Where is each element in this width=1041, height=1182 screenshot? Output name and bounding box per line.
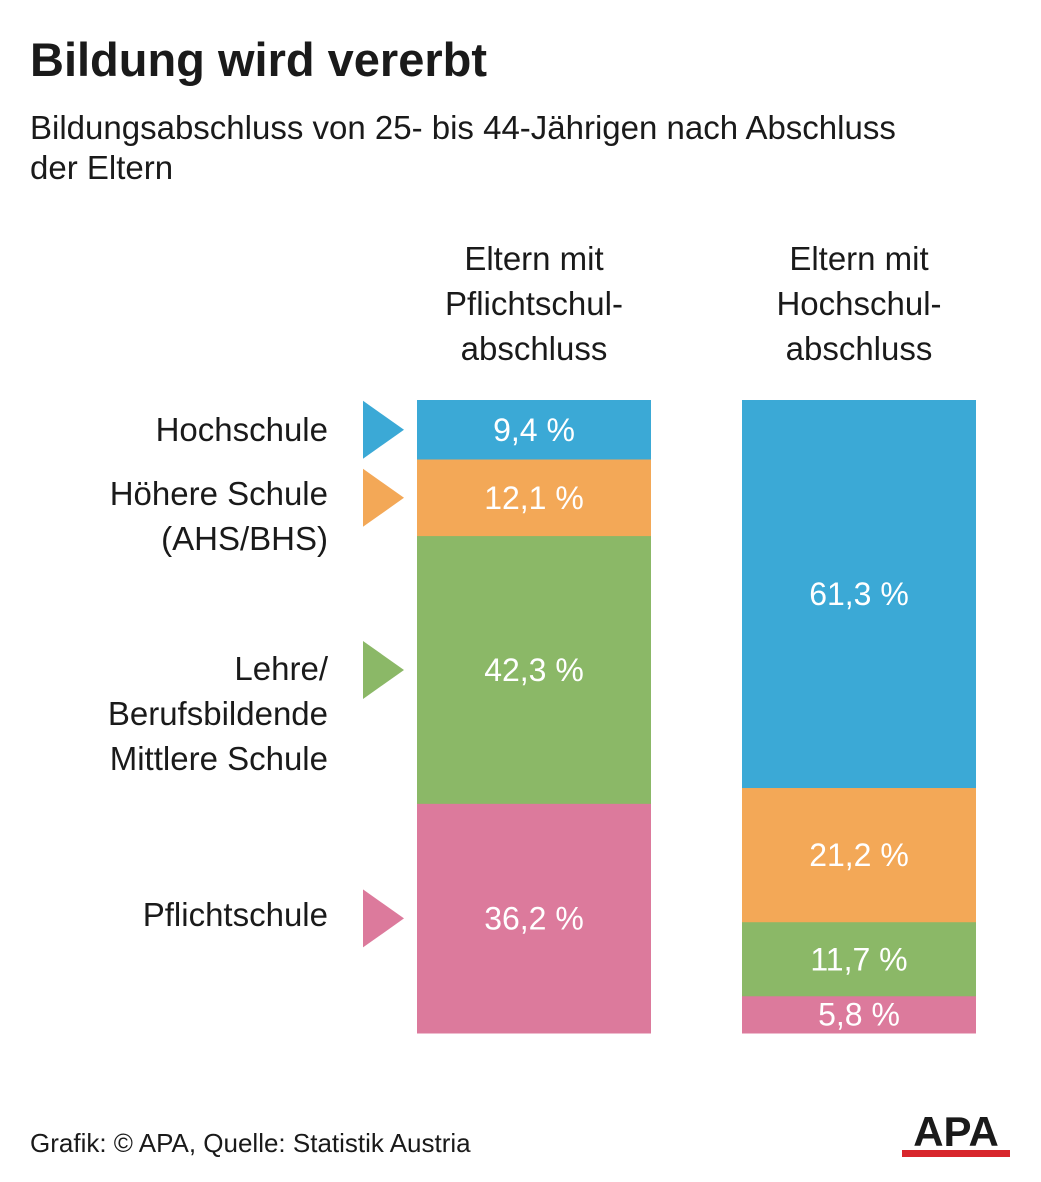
bar-value-label-pflicht-col1: 5,8 % [818, 997, 900, 1033]
apa-logo-bar [902, 1150, 1010, 1157]
bar-segment-hochschule-col0 [417, 400, 651, 461]
bar-value-label-lehre-col0: 42,3 % [484, 652, 584, 688]
column-header-line: abschluss [785, 330, 933, 367]
legend-label-pflicht: Pflichtschule [143, 892, 328, 937]
chart-subtitle: Bildungsabschluss von 25- bis 44-Jährige… [30, 109, 896, 186]
legend-label-line: Berufsbildende [107, 695, 328, 732]
bar-segment-pflicht-col1 [742, 996, 976, 1034]
column-header-line: Pflichtschul- [445, 285, 623, 322]
bar-segment-lehre-col0 [417, 536, 651, 805]
bar-segment-hoehere-col0 [417, 459, 651, 537]
bar-segment-hoehere-col1 [742, 788, 976, 923]
bar-value-label-hochschule-col0: 9,4 % [493, 412, 575, 448]
column-header-line: Eltern mit [789, 240, 929, 277]
column-header-1: Eltern mit Hochschul- abschluss [694, 236, 1024, 371]
legend-marker-pflicht-icon [363, 889, 404, 948]
column-header-line: abschluss [460, 330, 608, 367]
column-header-line: Hochschul- [776, 285, 942, 322]
legend-marker-hoehere-icon [363, 468, 404, 527]
legend-label-line: Mittlere Schule [109, 740, 328, 777]
legend-marker-hochschule-icon [363, 400, 404, 459]
legend-label-lehre: Lehre/ Berufsbildende Mittlere Schule [108, 646, 328, 781]
source-note: Grafik: © APA, Quelle: Statistik Austria [30, 1128, 471, 1158]
bar-segment-hochschule-col1 [742, 400, 976, 789]
bar-value-label-pflicht-col0: 36,2 % [484, 900, 584, 936]
legend-label-line: Pflichtschule [142, 896, 328, 933]
bar-value-label-hoehere-col1: 21,2 % [809, 837, 909, 873]
legend-label-hochschule: Hochschule [156, 407, 328, 452]
legend-label-line: Hochschule [155, 411, 328, 448]
legend-label-hoehere: Höhere Schule (AHS/BHS) [110, 471, 328, 561]
bar-segment-lehre-col1 [742, 922, 976, 997]
legend-marker-lehre-icon [363, 640, 404, 699]
column-header-0: Eltern mit Pflichtschul- abschluss [369, 236, 699, 371]
legend-label-line: (AHS/BHS) [161, 520, 328, 557]
chart-title: Bildung wird vererbt [30, 33, 487, 86]
bar-value-label-lehre-col1: 11,7 % [810, 941, 907, 977]
bar-value-label-hoehere-col0: 12,1 % [484, 480, 584, 516]
bar-segment-pflicht-col0 [417, 803, 651, 1034]
legend-label-line: Höhere Schule [109, 475, 328, 512]
column-header-line: Eltern mit [464, 240, 604, 277]
apa-logo: APA [902, 1110, 1010, 1157]
bar-value-label-hochschule-col1: 61,3 % [809, 576, 909, 612]
apa-logo-text: APA [913, 1110, 999, 1155]
legend-label-line: Lehre/ [234, 650, 328, 687]
